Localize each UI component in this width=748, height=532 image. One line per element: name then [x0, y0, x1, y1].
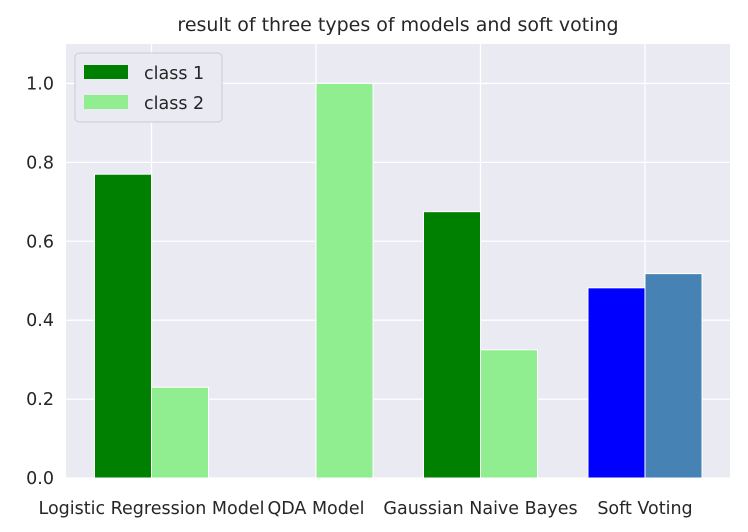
x-tick-label: QDA Model	[267, 499, 364, 519]
y-tick-label: 0.6	[26, 232, 54, 252]
y-tick-label: 1.0	[26, 74, 54, 94]
legend: class 1 class 2	[74, 52, 223, 123]
legend-label-class-1: class 1	[144, 64, 204, 84]
y-tick-label: 0.4	[26, 311, 54, 331]
legend-swatch-class-1	[84, 65, 128, 79]
bar-class-2-2	[480, 349, 538, 479]
x-tick-label: Soft Voting	[597, 499, 692, 519]
bar-class-1-0	[94, 173, 152, 479]
y-tick-label: 0.0	[26, 469, 54, 489]
bar-class-1-3	[587, 287, 646, 479]
bars	[94, 82, 703, 479]
bar-class-1-2	[423, 211, 481, 479]
bar-class-2-0	[151, 386, 209, 479]
x-tick-label: Logistic Regression Model	[39, 499, 265, 519]
y-tick-label: 0.8	[26, 153, 54, 173]
x-tick-label: Gaussian Naive Bayes	[383, 499, 577, 519]
y-tick-labels: 0.0 0.2 0.4 0.6 0.8 1.0	[26, 74, 54, 489]
y-tick-label: 0.2	[26, 390, 54, 410]
x-tick-labels: Logistic Regression Model QDA Model Gaussi…	[39, 499, 693, 519]
bar-class-2-1	[315, 82, 374, 479]
legend-swatch-class-2	[84, 95, 128, 109]
chart-title: result of three types of models and soft…	[177, 14, 618, 36]
bar-class-2-3	[644, 273, 703, 479]
legend-label-class-2: class 2	[144, 94, 204, 114]
